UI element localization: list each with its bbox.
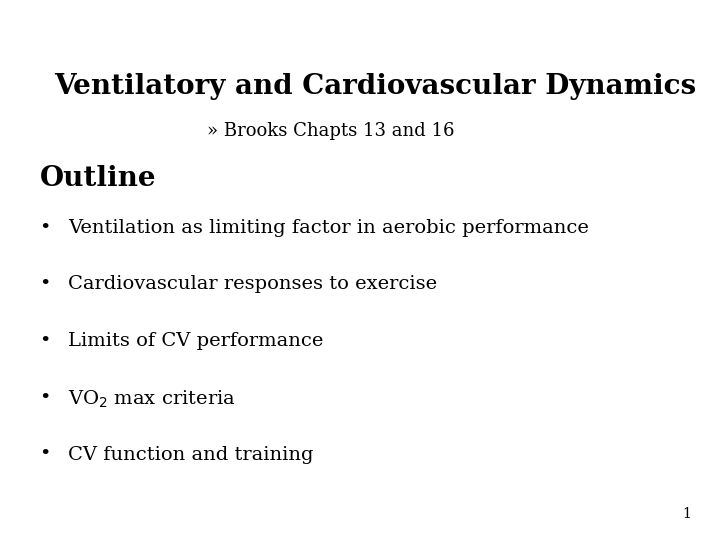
Text: Outline: Outline xyxy=(40,165,156,192)
Text: •: • xyxy=(40,389,51,407)
Text: Limits of CV performance: Limits of CV performance xyxy=(68,332,324,350)
Text: CV function and training: CV function and training xyxy=(68,446,314,463)
Text: » Brooks Chapts 13 and 16: » Brooks Chapts 13 and 16 xyxy=(207,122,455,139)
Text: •: • xyxy=(40,275,51,293)
Text: 1: 1 xyxy=(683,507,691,521)
Text: •: • xyxy=(40,446,51,463)
Text: Ventilatory and Cardiovascular Dynamics: Ventilatory and Cardiovascular Dynamics xyxy=(54,73,696,100)
Text: Cardiovascular responses to exercise: Cardiovascular responses to exercise xyxy=(68,275,438,293)
Text: •: • xyxy=(40,332,51,350)
Text: VO$_2$ max criteria: VO$_2$ max criteria xyxy=(68,389,236,410)
Text: Ventilation as limiting factor in aerobic performance: Ventilation as limiting factor in aerobi… xyxy=(68,219,589,237)
Text: •: • xyxy=(40,219,51,237)
